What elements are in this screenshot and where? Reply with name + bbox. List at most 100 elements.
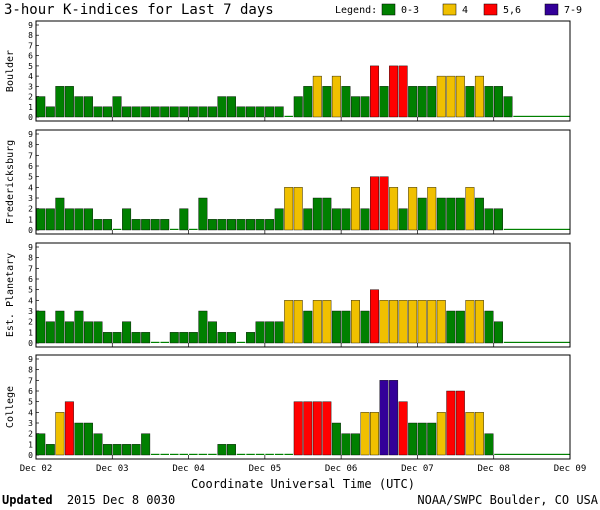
k-index-bar [141,332,151,344]
k-index-bar-zero [160,453,169,455]
k-index-bar [274,106,284,118]
k-index-bar [36,208,46,231]
updated-value: 2015 Dec 8 0030 [67,493,175,507]
k-index-bar-zero [246,453,255,455]
k-index-bar [484,86,494,118]
y-tick-label: 9 [28,243,33,252]
y-tick-label: 1 [28,103,33,112]
k-index-bar [331,310,341,344]
k-index-bar [122,444,132,456]
k-index-bar-zero [112,228,122,230]
k-index-bar [74,96,84,118]
y-tick-label: 6 [28,387,33,396]
legend-swatch-3 [544,3,559,16]
k-index-bar [103,106,112,118]
k-index-bar [417,300,427,344]
k-index-bar [398,300,408,344]
k-index-bar [322,300,332,344]
k-index-bar [408,422,418,456]
k-index-bar [389,380,399,456]
k-index-bar [83,321,93,344]
k-index-bar [265,106,275,118]
y-tick-label: 4 [28,296,33,305]
baseline-after-data [503,228,570,230]
k-index-bar [465,86,475,118]
k-index-bar [112,332,122,344]
y-tick-label: 8 [28,31,33,40]
x-axis-title: Coordinate Universal Time (UTC) [191,477,415,491]
k-index-bar [122,106,132,118]
panel-label-college: College [5,386,16,428]
k-index-bar [83,96,93,118]
k-index-bar [103,219,112,231]
k-index-bar-zero [265,453,274,455]
k-index-bar [370,289,379,344]
k-index-bar [465,187,475,231]
k-index-bar [322,86,332,118]
k-index-bar [312,300,322,344]
k-index-bar [360,412,370,456]
panel-college: College 0 12 3 45 6 78 9 [5,354,571,460]
baseline-after-data [503,341,570,343]
k-index-bar [370,176,379,231]
k-index-bar [169,106,179,118]
k-index-bar [122,321,132,344]
k-index-bar [179,332,189,344]
k-index-bar [274,321,284,344]
k-index-bar [217,332,227,344]
y-tick-label: 5 [28,286,33,295]
k-index-bar [293,401,303,456]
k-index-bar [455,390,465,456]
k-index-bar [93,106,103,118]
k-index-bar [198,310,208,344]
k-index-bar [179,208,189,231]
k-index-bar-zero [236,453,246,455]
y-tick-label: 4 [28,72,33,81]
k-index-bar [93,433,103,456]
k-index-bar-zero [208,453,217,455]
k-index-bar [55,197,65,231]
k-index-bar [160,219,170,231]
x-tick-label: Dec 06 [325,464,358,474]
k-index-bar [36,310,46,344]
y-tick-label: 2 [28,430,33,439]
y-tick-label: 5 [28,62,33,71]
k-index-bar [131,332,141,344]
y-tick-label: 2 [28,205,33,214]
k-index-bar [446,197,456,231]
k-index-bar [379,86,389,118]
k-index-bar [141,106,151,118]
k-index-bar [436,412,446,456]
k-index-bar [255,106,265,118]
legend-entry-1: 4 [462,5,468,16]
y-tick-label: 0 [28,339,33,348]
k-index-bar [379,380,389,456]
k-index-bar [408,86,418,118]
x-tick-label: Dec 09 [554,464,587,474]
k-index-bar [474,75,484,118]
k-index-bar [246,106,256,118]
k-index-bar [217,219,227,231]
legend-label: Legend: [335,5,377,16]
k-index-bar [417,422,427,456]
k-index-bar [312,75,322,118]
k-index-bar [389,65,399,118]
k-index-bar [36,96,46,118]
k-index-bar [74,208,84,231]
k-index-bar [131,106,141,118]
x-tick-label: Dec 04 [172,464,205,474]
y-tick-label: 0 [28,113,33,122]
k-index-bar-zero [170,228,179,230]
k-index-bar [427,422,437,456]
y-tick-label: 8 [28,254,33,263]
panel-label-est-planetary: Est. Planetary [5,253,16,337]
legend-swatch-2 [483,3,498,16]
k-index-bar [83,208,93,231]
k-index-bar [417,197,427,231]
k-index-bar [45,321,55,344]
panel-label-boulder: Boulder [5,50,16,92]
k-index-bar [122,208,132,231]
k-index-bar-zero [179,453,189,455]
baseline-after-data [494,453,570,455]
